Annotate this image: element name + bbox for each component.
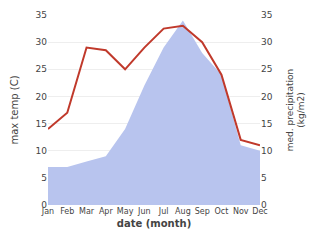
- svg-text:Sep: Sep: [195, 207, 210, 216]
- svg-text:Nov: Nov: [233, 207, 249, 216]
- svg-text:0: 0: [41, 200, 47, 210]
- svg-text:Aug: Aug: [175, 207, 191, 216]
- svg-text:Mar: Mar: [79, 207, 95, 216]
- svg-text:5: 5: [41, 173, 47, 183]
- svg-text:May: May: [117, 207, 134, 216]
- svg-text:15: 15: [261, 119, 272, 129]
- svg-text:20: 20: [261, 92, 273, 102]
- svg-text:30: 30: [261, 37, 273, 47]
- svg-text:25: 25: [36, 64, 47, 74]
- svg-text:15: 15: [36, 119, 47, 129]
- svg-text:35: 35: [36, 10, 47, 20]
- svg-text:30: 30: [36, 37, 48, 47]
- svg-text:Feb: Feb: [60, 207, 74, 216]
- svg-text:Oct: Oct: [215, 207, 229, 216]
- svg-text:5: 5: [261, 173, 267, 183]
- svg-text:med. precipitation(kg/m2): med. precipitation(kg/m2): [285, 69, 307, 151]
- svg-text:max temp (C): max temp (C): [9, 75, 20, 144]
- svg-text:35: 35: [261, 10, 272, 20]
- svg-text:20: 20: [36, 92, 48, 102]
- svg-text:date (month): date (month): [117, 218, 191, 229]
- svg-text:Jan: Jan: [41, 207, 54, 216]
- svg-text:Jul: Jul: [158, 207, 169, 216]
- svg-text:25: 25: [261, 64, 272, 74]
- svg-text:Apr: Apr: [99, 207, 114, 216]
- svg-text:0: 0: [261, 200, 267, 210]
- svg-text:10: 10: [36, 146, 48, 156]
- svg-text:10: 10: [261, 146, 273, 156]
- svg-text:Jun: Jun: [137, 207, 151, 216]
- svg-text:Dec: Dec: [252, 207, 267, 216]
